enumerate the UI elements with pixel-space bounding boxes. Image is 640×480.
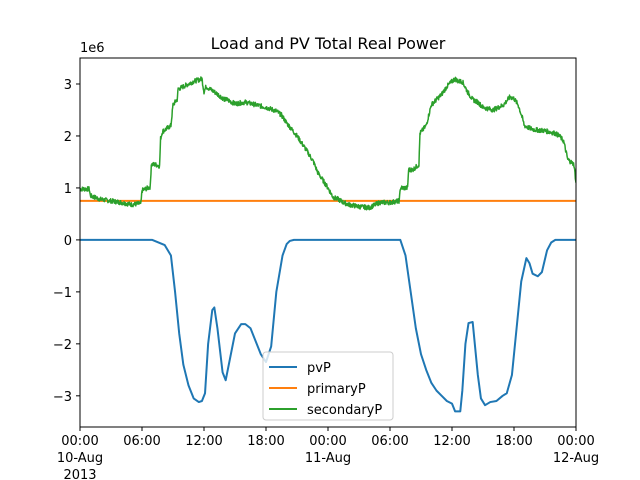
x-tick-label: 00:00 xyxy=(309,434,346,449)
x-axis: 00:00 10-Aug 2013 06:00 12:00 18:00 00:00 11-Au… xyxy=(57,427,599,480)
series-line-pvP xyxy=(80,238,576,413)
x-tick-year-label: 2013 xyxy=(63,468,96,480)
y-tick-label: −2 xyxy=(53,338,72,353)
x-tick-date-label: 10-Aug xyxy=(57,451,103,466)
x-tick-date-label: 11-Aug xyxy=(305,451,351,466)
series-layer xyxy=(80,76,576,413)
x-tick-label: 18:00 xyxy=(495,434,532,449)
y-tick-label: 1 xyxy=(64,182,72,197)
y-offset-label: 1e6 xyxy=(80,41,105,56)
x-tick-label: 12:00 xyxy=(433,434,470,449)
legend-box xyxy=(262,351,394,421)
y-axis: 3 2 1 0 −1 −2 −3 xyxy=(53,78,80,405)
x-tick-label: 18:00 xyxy=(247,434,284,449)
chart-title: Load and PV Total Real Power xyxy=(211,34,446,53)
y-tick-label: 3 xyxy=(64,78,72,93)
legend-label: primaryP xyxy=(307,382,366,397)
x-tick-label: 12:00 xyxy=(185,434,222,449)
y-tick-label: −3 xyxy=(53,390,72,405)
y-tick-label: 0 xyxy=(64,234,72,249)
series-line-secondaryP xyxy=(80,76,576,211)
legend-label: pvP xyxy=(307,361,331,376)
y-tick-label: 2 xyxy=(64,130,72,145)
legend-label: secondaryP xyxy=(307,403,382,418)
x-tick-label: 06:00 xyxy=(371,434,408,449)
x-tick-label: 06:00 xyxy=(123,434,160,449)
x-tick-date-label: 12-Aug xyxy=(553,451,599,466)
y-tick-label: −1 xyxy=(53,286,72,301)
legend: pvP primaryP secondaryP xyxy=(262,351,394,421)
x-tick-label: 00:00 xyxy=(557,434,594,449)
x-tick-label: 00:00 xyxy=(61,434,98,449)
